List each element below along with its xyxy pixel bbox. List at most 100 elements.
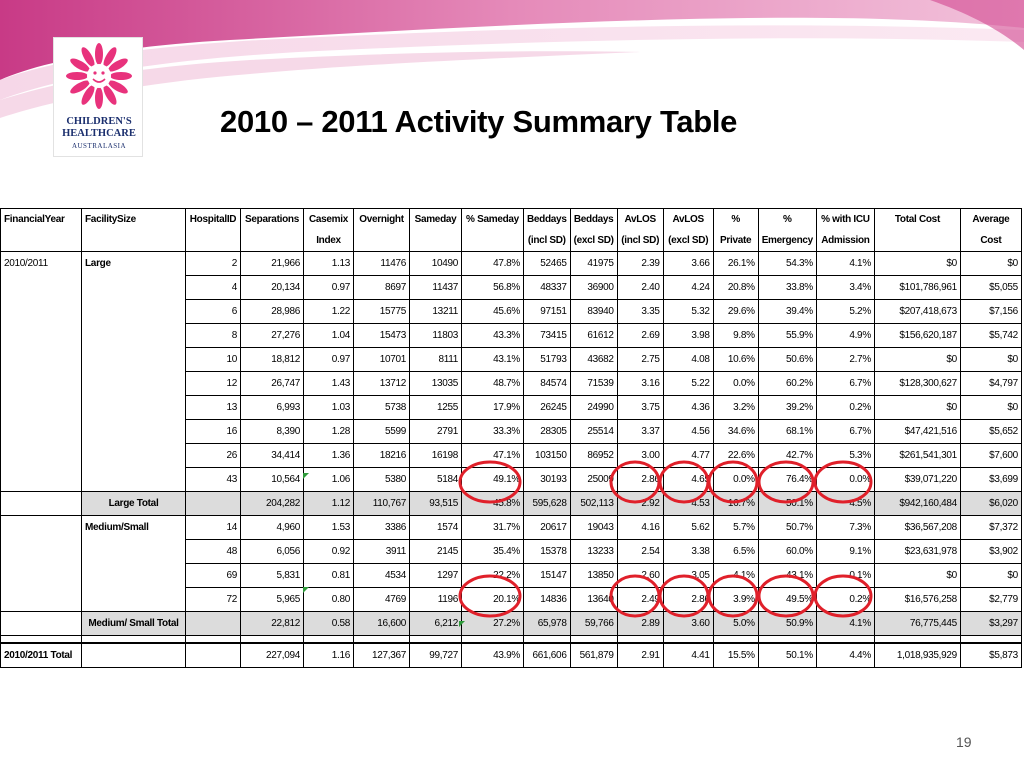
column-header: AvLOS [616, 208, 664, 230]
table-cell: 8,390 [240, 419, 304, 444]
table-cell: 2.39 [616, 251, 664, 276]
table-cell: 48337 [523, 275, 571, 300]
table-cell: 48.7% [461, 371, 524, 396]
financial-year-cell [0, 395, 82, 420]
page-number: 19 [956, 734, 972, 750]
table-cell: 49.5% [757, 587, 817, 612]
table-cell: 9.1% [815, 539, 875, 564]
table-cell: 43.1% [757, 563, 817, 588]
financial-year-cell [0, 539, 82, 564]
table-cell: 43.1% [461, 347, 524, 372]
table-cell: 4.1% [815, 611, 875, 636]
table-row: 43 10,564 1.06 5380 5184 49.1% 30193 25009 2.86 4… [0, 467, 1022, 492]
table-cell: $0 [959, 251, 1022, 276]
subtotal-label: Medium/ Small Total [81, 611, 186, 636]
table-cell: 50.7% [757, 515, 817, 540]
table-cell: $23,631,978 [873, 539, 961, 564]
table-cell: 14 [185, 515, 241, 540]
financial-year-cell [0, 347, 82, 372]
financial-year-cell [0, 563, 82, 588]
table-row: 69 5,831 0.81 4534 1297 22.2% 15147 13850 2.60 3.… [0, 563, 1022, 588]
header-banner [0, 0, 1024, 118]
table-cell: 50.6% [757, 347, 817, 372]
table-cell: $4,797 [959, 371, 1022, 396]
table-cell: 3.75 [616, 395, 664, 420]
table-cell: 2.75 [616, 347, 664, 372]
table-cell: 73415 [523, 323, 571, 348]
table-cell: $16,576,258 [873, 587, 961, 612]
grand-total-row: 2010/2011 Total 227,094 1.16 127,367 99,727 4… [0, 642, 1022, 668]
column-header: Index [303, 230, 354, 252]
table-cell: 39.2% [757, 395, 817, 420]
table-cell: 36900 [569, 275, 618, 300]
table-cell: 99,727 [409, 642, 462, 668]
table-cell: 41975 [569, 251, 618, 276]
childrens-healthcare-logo: CHILDREN'S HEALTHCARE AUSTRALASIA [53, 37, 143, 157]
table-cell: $5,873 [959, 642, 1022, 668]
table-cell: 4.65 [662, 467, 714, 492]
table-cell: 16198 [409, 443, 462, 468]
table-cell [185, 491, 241, 516]
table-cell: 25009 [569, 467, 618, 492]
table-cell: 0.81 [303, 563, 354, 588]
table-cell: 20617 [523, 515, 571, 540]
subtotal-row: Large Total 204,282 1.12 110,767 93,515 45.8%… [0, 491, 1022, 516]
table-cell: 4769 [353, 587, 410, 612]
facility-size-cell: Medium/Small [81, 515, 186, 540]
table-cell: 20,134 [240, 275, 304, 300]
financial-year-cell [0, 419, 82, 444]
table-row: 6 28,986 1.22 15775 13211 45.6% 97151 83940 3.35… [0, 299, 1022, 324]
table-cell: 4.24 [662, 275, 714, 300]
table-cell: $0 [873, 347, 961, 372]
facility-size-cell [81, 395, 186, 420]
spacer-cell [461, 635, 524, 644]
table-cell: 1.53 [303, 515, 354, 540]
table-cell: $0 [873, 395, 961, 420]
table-cell: 4.36 [662, 395, 714, 420]
financial-year-cell [0, 611, 82, 636]
facility-size-cell [81, 419, 186, 444]
table-row: 16 8,390 1.28 5599 2791 33.3% 28305 25514 3.37 4.… [0, 419, 1022, 444]
column-header: Separations [240, 208, 304, 230]
table-cell: 9.8% [712, 323, 759, 348]
table-cell: 0.1% [815, 563, 875, 588]
facility-size-cell [81, 539, 186, 564]
table-cell: 86952 [569, 443, 618, 468]
table-cell: 4.5% [815, 491, 875, 516]
table-cell: $0 [959, 563, 1022, 588]
table-cell: 1574 [409, 515, 462, 540]
logo-text-line2: HEALTHCARE [62, 128, 136, 139]
column-header: (excl SD) [569, 230, 618, 252]
table-cell: 3.16 [616, 371, 664, 396]
table-cell: $207,418,673 [873, 299, 961, 324]
column-header [0, 230, 82, 252]
table-cell: 3.00 [616, 443, 664, 468]
facility-size-cell [81, 443, 186, 468]
table-cell: 21,966 [240, 251, 304, 276]
table-row: 2010/2011 Large 2 21,966 1.13 11476 10490 47.8%… [0, 251, 1022, 276]
table-cell: 110,767 [353, 491, 410, 516]
table-cell: 1,018,935,929 [873, 642, 961, 668]
table-cell: 22,812 [240, 611, 304, 636]
table-cell: 8697 [353, 275, 410, 300]
column-header [81, 230, 186, 252]
spacer-cell [0, 635, 82, 644]
table-cell: 56.8% [461, 275, 524, 300]
table-cell: 48 [185, 539, 241, 564]
table-cell: 52465 [523, 251, 571, 276]
table-cell: 4.1% [815, 251, 875, 276]
table-cell: 1.06 [303, 467, 354, 492]
table-cell: 5184 [409, 467, 462, 492]
table-cell: 1.36 [303, 443, 354, 468]
table-cell: 71539 [569, 371, 618, 396]
table-header-row: FinancialYear FacilitySize HospitalID Separ… [0, 208, 1022, 230]
table-cell: 595,628 [523, 491, 571, 516]
column-header [461, 230, 524, 252]
table-cell: 2.86 [616, 467, 664, 492]
table-row: 12 26,747 1.43 13712 13035 48.7% 84574 71539 3.1… [0, 371, 1022, 396]
table-cell: 31.7% [461, 515, 524, 540]
table-cell: 1.22 [303, 299, 354, 324]
table-cell: 50.9% [757, 611, 817, 636]
table-cell: 3.98 [662, 323, 714, 348]
table-cell: 0.0% [712, 371, 759, 396]
